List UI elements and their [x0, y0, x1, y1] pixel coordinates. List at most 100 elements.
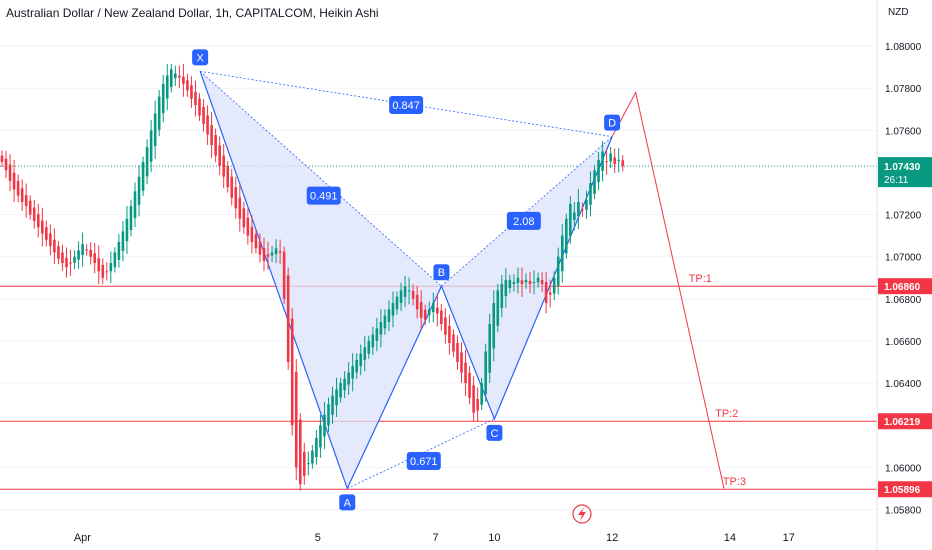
candle-body: [508, 279, 512, 288]
candle-body: [202, 107, 205, 124]
candle-body: [218, 145, 221, 167]
candle-body: [573, 212, 576, 221]
pattern-point-label: X: [196, 52, 204, 64]
candle-body: [121, 231, 125, 251]
candle-body: [383, 315, 387, 329]
candle-body: [298, 419, 302, 485]
candle-body: [234, 187, 238, 209]
ratio-label: 0.491: [310, 191, 338, 203]
candle-body: [556, 256, 560, 286]
candle-body: [476, 398, 479, 411]
candle-body: [28, 200, 32, 215]
candle-body: [93, 253, 97, 264]
candle-body: [552, 277, 556, 294]
time-tick-label: 7: [432, 532, 438, 544]
candle-body: [24, 195, 28, 207]
time-tick-label: 14: [724, 532, 736, 544]
candle-body: [500, 284, 504, 309]
candle-body: [419, 302, 423, 318]
candle-body: [540, 280, 544, 285]
candle-body: [129, 206, 133, 230]
candle-body: [20, 188, 24, 202]
candle-body: [544, 282, 548, 304]
candle-body: [61, 252, 64, 264]
ratio-badge: [506, 211, 541, 230]
candle-body: [601, 151, 604, 171]
price-axis: 1.08000 1.07800 1.07600 1.07200 1.07000 1.068…: [876, 0, 932, 550]
candle-body: [492, 303, 496, 349]
time-tick-label: 5: [315, 532, 321, 544]
candle-body: [536, 277, 540, 283]
target-price-badge: [878, 278, 932, 295]
target-price-badge: [878, 413, 932, 430]
price-tick-label: 1.05800: [885, 505, 922, 516]
pattern-point-badge: [339, 494, 356, 511]
candle-body: [367, 340, 371, 354]
candle-body: [564, 218, 568, 254]
candle-body: [524, 279, 528, 283]
candle-body: [117, 241, 121, 260]
candle-body: [427, 309, 431, 315]
candle-body: [597, 159, 600, 183]
candle-body: [323, 414, 326, 437]
pattern-point-label: A: [344, 497, 352, 509]
price-tick-label: 1.06800: [885, 295, 922, 306]
candle-body: [194, 92, 197, 106]
candle-body: [456, 343, 459, 363]
candle-body: [198, 98, 201, 116]
candle-body: [174, 73, 177, 79]
candle-body: [621, 160, 625, 167]
candle-body: [274, 248, 278, 255]
projection-line: [611, 90, 725, 489]
chart-title: Australian Dollar / New Zealand Dollar, …: [6, 6, 379, 20]
candle-body: [609, 153, 612, 162]
target-price-badge: [878, 481, 932, 498]
candle-body: [407, 290, 411, 292]
candle-body: [327, 404, 330, 426]
candle-body: [363, 347, 367, 360]
ratio-label: 2.08: [513, 216, 534, 228]
lightning-icon[interactable]: [572, 504, 592, 524]
candle-body: [315, 437, 318, 457]
candle-body: [560, 235, 564, 272]
projection-path: [611, 90, 725, 489]
current-price-badge: [878, 157, 932, 188]
ratio-badge: [406, 452, 441, 471]
candle-body: [258, 241, 262, 255]
candle-body: [516, 277, 520, 283]
candle-body: [214, 135, 217, 156]
candle-body: [311, 450, 314, 464]
candle-body: [282, 251, 286, 299]
candle-body: [149, 130, 153, 162]
target-price-label: 1.05896: [884, 485, 921, 496]
candle-body: [190, 85, 193, 99]
candle-body: [186, 80, 189, 91]
target-label: TP:2: [715, 408, 738, 420]
candle-body: [238, 197, 242, 219]
candles: [0, 63, 625, 491]
candle-body: [512, 281, 516, 284]
candle-body: [351, 366, 354, 379]
candle-body: [222, 155, 225, 177]
pattern-ratio-line: [441, 136, 613, 287]
bcd-triangle: [441, 136, 613, 419]
candle-body: [403, 286, 407, 297]
pattern-point-label: B: [438, 267, 445, 279]
candle-body: [448, 325, 451, 344]
candle-body: [230, 176, 234, 198]
candle-body: [242, 208, 246, 228]
candle-body: [133, 191, 137, 219]
candle-body: [49, 233, 52, 247]
candle-body: [379, 322, 383, 335]
candle-body: [0, 155, 4, 162]
price-tick-label: 1.07600: [885, 126, 922, 137]
candle-body: [605, 161, 608, 163]
xab-triangle: [200, 71, 442, 489]
candle-body: [262, 247, 266, 261]
pattern-point-badge: [192, 49, 209, 66]
price-tick-label: 1.06600: [885, 337, 922, 348]
candle-body: [440, 310, 443, 325]
candle-body: [278, 251, 282, 253]
target-price-label: 1.06219: [884, 417, 921, 428]
